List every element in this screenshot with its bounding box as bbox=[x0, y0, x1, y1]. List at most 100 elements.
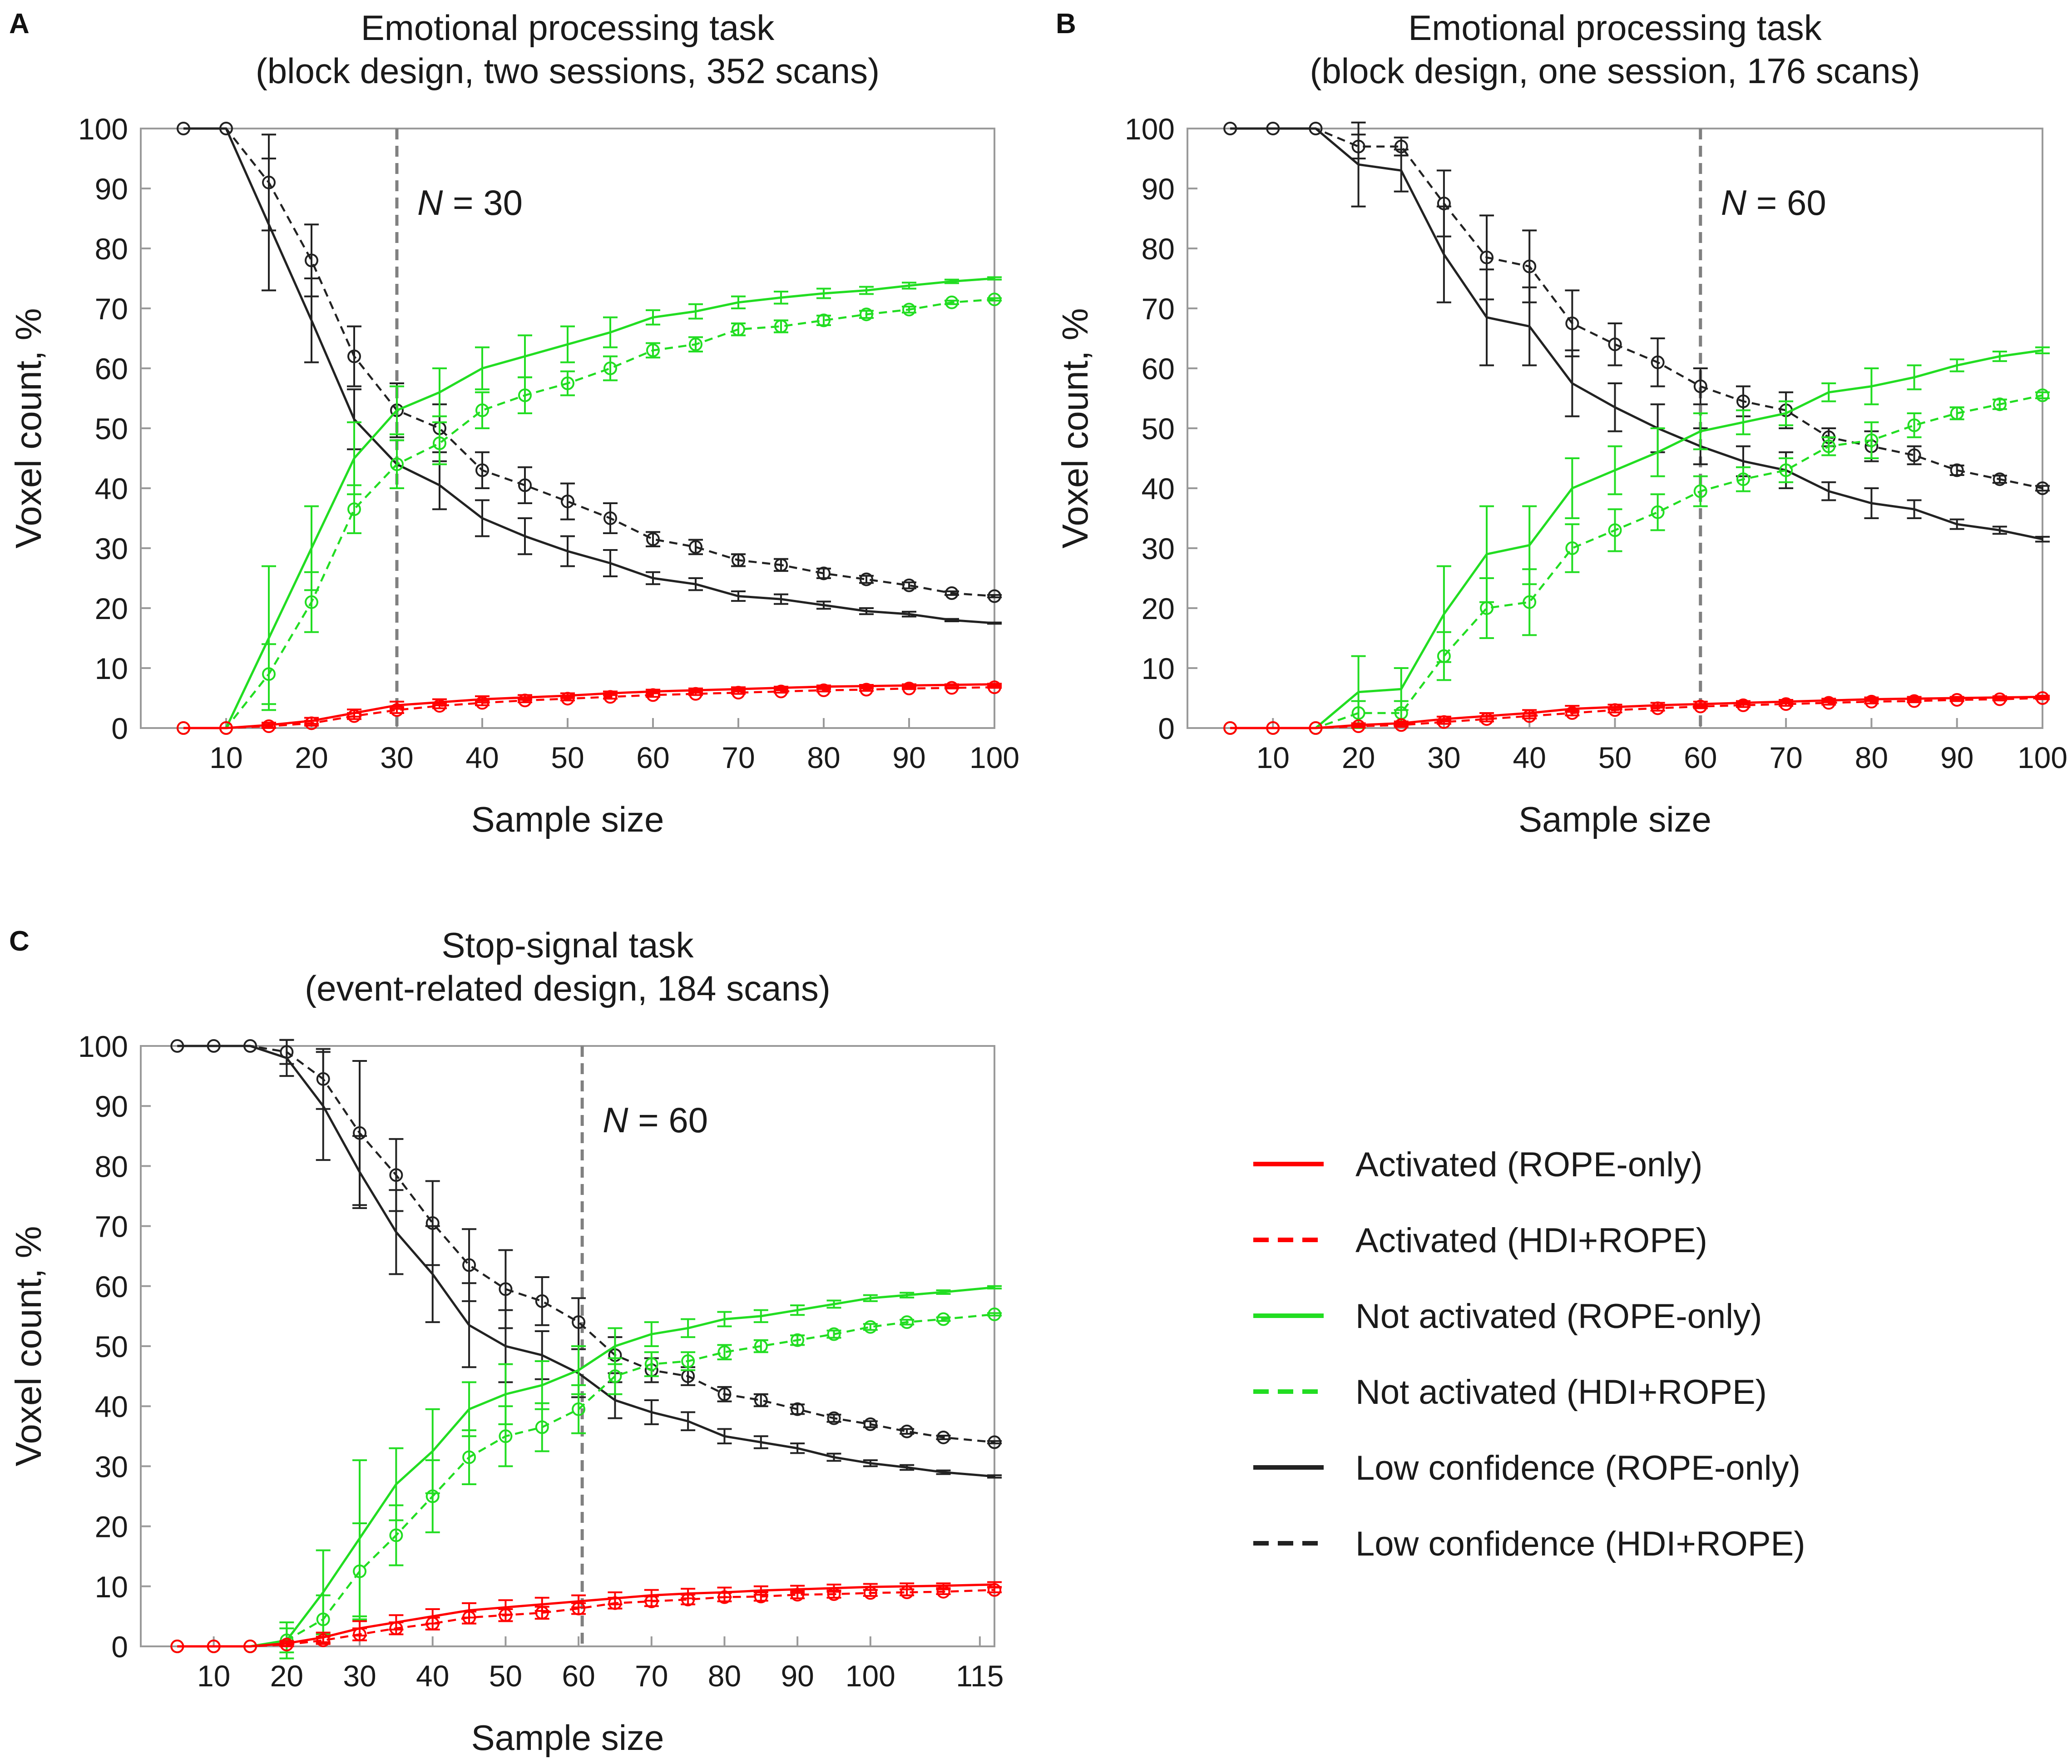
data-point bbox=[1693, 699, 1707, 714]
series-activated-hdi-rope bbox=[177, 680, 1002, 735]
data-point bbox=[518, 388, 532, 402]
data-point bbox=[170, 1640, 184, 1653]
series-line bbox=[177, 1589, 995, 1648]
data-point bbox=[1907, 694, 1921, 708]
data-point bbox=[347, 709, 361, 723]
panel-a: A Emotional processing task(block design,… bbox=[8, 8, 1019, 839]
series-line bbox=[183, 127, 995, 597]
data-point bbox=[717, 1345, 732, 1359]
data-point bbox=[732, 322, 745, 337]
data-point bbox=[2036, 388, 2049, 402]
series-line bbox=[183, 683, 995, 729]
series-line bbox=[1230, 127, 2043, 540]
data-point bbox=[535, 1420, 549, 1434]
data-point bbox=[1608, 703, 1622, 717]
data-point bbox=[603, 690, 617, 704]
x-tick-label: 10 bbox=[1256, 741, 1290, 774]
series-line bbox=[177, 1045, 995, 1478]
data-point bbox=[717, 1590, 732, 1604]
y-tick-label: 70 bbox=[1142, 292, 1175, 326]
data-point bbox=[900, 1315, 914, 1329]
data-point bbox=[1864, 433, 1879, 447]
y-tick-label: 40 bbox=[95, 1390, 128, 1423]
data-point bbox=[389, 1168, 403, 1182]
y-tick-label: 60 bbox=[1142, 352, 1175, 386]
data-point bbox=[280, 1045, 294, 1059]
y-tick-label: 90 bbox=[95, 1090, 128, 1123]
x-tick-label: 30 bbox=[1427, 741, 1460, 774]
data-point bbox=[2036, 691, 2049, 705]
data-point bbox=[1693, 484, 1707, 498]
y-tick-label: 80 bbox=[1142, 232, 1175, 266]
x-tick-label: 30 bbox=[380, 741, 413, 774]
data-point bbox=[902, 578, 916, 592]
series-line bbox=[183, 298, 995, 729]
data-point bbox=[1480, 601, 1494, 615]
data-point bbox=[1993, 692, 2007, 706]
data-point bbox=[316, 1633, 330, 1647]
data-point bbox=[936, 1312, 950, 1326]
x-tick-label: 100 bbox=[846, 1659, 895, 1693]
data-point bbox=[754, 1339, 768, 1353]
data-point bbox=[2036, 481, 2049, 495]
data-point bbox=[1822, 439, 1836, 453]
data-point bbox=[1394, 139, 1408, 154]
y-tick-label: 100 bbox=[78, 112, 128, 146]
x-tick-label: 20 bbox=[270, 1659, 303, 1693]
legend-label: Not activated (ROPE-only) bbox=[1355, 1297, 1762, 1336]
data-point bbox=[608, 1596, 622, 1610]
data-point bbox=[262, 667, 276, 681]
data-point bbox=[389, 1621, 403, 1635]
data-point bbox=[827, 1411, 841, 1425]
n-annotation-value: = 60 bbox=[628, 1100, 708, 1140]
data-point bbox=[316, 1612, 330, 1626]
x-tick-label: 50 bbox=[1598, 741, 1632, 774]
n-annotation: N = 60 bbox=[603, 1100, 708, 1140]
data-point bbox=[1864, 694, 1879, 709]
data-point bbox=[425, 1489, 440, 1503]
data-point bbox=[1565, 541, 1579, 555]
series-low-confidence-rope-only bbox=[177, 1039, 1002, 1479]
data-point bbox=[535, 1605, 549, 1620]
data-point bbox=[1523, 709, 1537, 723]
data-point bbox=[681, 1592, 695, 1606]
data-point bbox=[389, 1528, 403, 1542]
data-point bbox=[1480, 250, 1494, 264]
data-point bbox=[462, 1610, 476, 1625]
y-tick-label: 100 bbox=[1125, 112, 1175, 146]
data-point bbox=[774, 319, 788, 333]
data-point bbox=[1736, 698, 1750, 712]
data-point bbox=[347, 349, 361, 363]
x-tick-label: 20 bbox=[1342, 741, 1375, 774]
data-point bbox=[945, 586, 959, 600]
data-point bbox=[791, 1402, 805, 1416]
data-point bbox=[732, 686, 745, 700]
data-point bbox=[475, 403, 489, 417]
data-point bbox=[170, 1039, 184, 1053]
data-point bbox=[717, 1387, 732, 1401]
data-point bbox=[646, 532, 660, 546]
y-tick-label: 0 bbox=[1158, 712, 1175, 745]
x-tick-label: 40 bbox=[416, 1659, 449, 1693]
data-point bbox=[936, 1430, 950, 1444]
data-point bbox=[1565, 317, 1579, 330]
data-point bbox=[572, 1315, 586, 1329]
data-point bbox=[689, 687, 702, 701]
y-tick-label: 100 bbox=[78, 1030, 128, 1063]
data-point bbox=[462, 1450, 476, 1464]
series-not-activated-rope-only bbox=[1230, 346, 2050, 729]
data-point bbox=[754, 1393, 768, 1407]
x-tick-label: 50 bbox=[489, 1659, 522, 1693]
data-point bbox=[347, 502, 361, 516]
data-point bbox=[425, 1616, 440, 1630]
data-point bbox=[572, 1601, 586, 1615]
y-tick-label: 20 bbox=[95, 592, 128, 625]
chart-title: Emotional processing task bbox=[361, 8, 775, 48]
data-point bbox=[1736, 472, 1750, 486]
series-not-activated-hdi-rope bbox=[177, 292, 1002, 735]
data-point bbox=[681, 1354, 695, 1368]
y-tick-label: 50 bbox=[95, 1330, 128, 1363]
series-not-activated-rope-only bbox=[183, 276, 1002, 729]
series-line bbox=[177, 1045, 995, 1443]
